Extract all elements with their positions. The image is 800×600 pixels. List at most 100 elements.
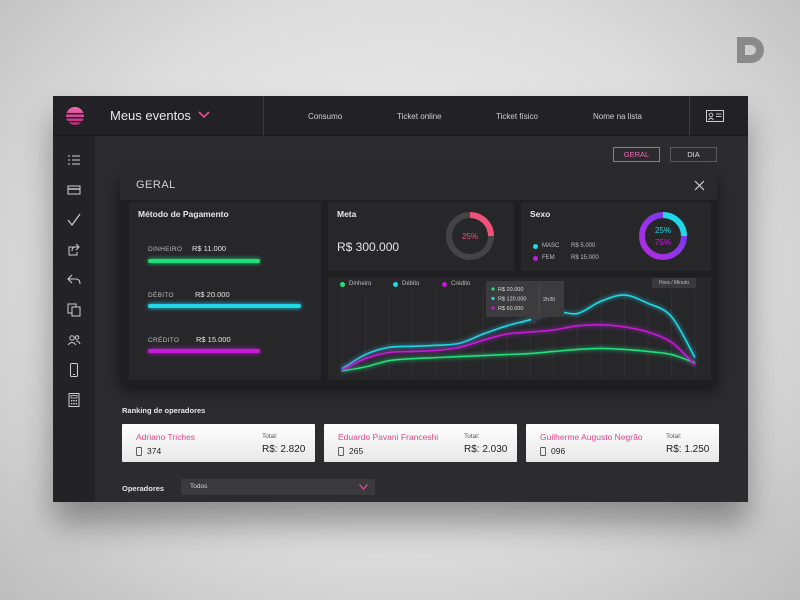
line-chart: R$ 20.000 R$ 120.000 R$ 60.000 2h30: [341, 281, 696, 377]
brand-logo-icon: [737, 37, 764, 63]
operator-total: R$: 1.250: [666, 444, 710, 455]
id-card-icon[interactable]: [706, 110, 724, 122]
series-line-dinheiro: [341, 347, 696, 372]
chevron-down-icon: [359, 484, 368, 490]
payment-value: R$ 20.000: [195, 290, 230, 299]
operator-total: R$: 2.820: [262, 444, 306, 455]
legend-dot-debito: [393, 282, 398, 287]
nav-ticket-online[interactable]: Ticket online: [397, 112, 442, 121]
tab-geral[interactable]: GERAL: [613, 147, 660, 162]
tooltip-value: R$ 20.000: [498, 287, 523, 293]
operators-select-value: Todos: [190, 483, 208, 490]
payment-label: DINHEIRO: [148, 246, 183, 253]
meta-donut: [446, 212, 494, 260]
event-selector[interactable]: Meus eventos: [110, 108, 191, 123]
legend-dot-dinheiro: [340, 282, 345, 287]
legend-dot-credito: [442, 282, 447, 287]
sexo-card: Sexo MASC R$ 5.000 FEM R$ 15.000 25% 75%: [521, 202, 711, 271]
panel-title: GERAL: [136, 179, 176, 191]
series-line-debito: [341, 294, 696, 370]
operator-name: Eduardo Pavani Franceshi: [338, 432, 439, 442]
fem-label: FEM: [542, 255, 555, 261]
meta-percent: 25%: [461, 232, 478, 241]
share-icon[interactable]: [67, 243, 81, 257]
tooltip-dot: [491, 287, 495, 291]
masc-value: R$ 5.000: [571, 243, 596, 249]
panel-header: GERAL: [120, 171, 717, 200]
mobile-icon: [136, 447, 142, 456]
tooltip-value: R$ 120.000: [498, 297, 526, 303]
undo-icon[interactable]: [67, 273, 81, 287]
app-window: Meus eventos Consumo Ticket online Ticke…: [53, 96, 748, 502]
mobile-icon: [338, 447, 344, 456]
fem-dot: [533, 256, 538, 261]
copy-icon[interactable]: [67, 303, 81, 317]
list-icon[interactable]: [67, 153, 81, 167]
divider: [263, 96, 264, 136]
check-icon[interactable]: [67, 213, 81, 227]
operators-filter-label: Operadores: [122, 484, 165, 493]
line-chart-card: Dinheiro Débito Crédito R$ 20.000 R$ 120.…: [328, 277, 711, 380]
total-label: Total:: [262, 433, 278, 440]
total-label: Total:: [464, 433, 480, 440]
masc-label: MASC: [542, 243, 560, 249]
tooltip-dot: [491, 306, 495, 310]
operator-name: Guilherme Augusto Negrão: [540, 432, 643, 442]
legend-dinheiro: Dinheiro: [349, 281, 372, 287]
payment-label: DÉBITO: [148, 292, 174, 299]
payment-value: R$ 15.000: [196, 335, 231, 344]
masc-dot: [533, 244, 538, 249]
payment-label: CRÉDITO: [148, 337, 180, 344]
app-logo-icon[interactable]: [65, 106, 85, 126]
payment-title: Método de Pagamento: [138, 209, 229, 219]
top-bar: Meus eventos Consumo Ticket online Ticke…: [53, 96, 748, 136]
time-scale-toggle[interactable]: Hora / Minuto: [652, 278, 696, 288]
tab-dia[interactable]: DIA: [670, 147, 717, 162]
operator-count: 265: [349, 446, 364, 456]
sexo-title: Sexo: [530, 209, 551, 219]
tooltip-time: 2h30: [543, 297, 555, 303]
chevron-down-icon[interactable]: [198, 110, 210, 120]
tooltip-box: [486, 281, 564, 325]
payment-value: R$ 11.000: [192, 244, 227, 253]
operators-select[interactable]: Todos: [181, 479, 375, 495]
nav-ticket-fisico[interactable]: Ticket físico: [496, 112, 538, 121]
tooltip-dot: [491, 296, 495, 301]
users-icon[interactable]: [67, 333, 81, 347]
operator-card[interactable]: Guilherme Augusto Negrão 096 Total: R$: …: [526, 424, 719, 462]
payment-bar-credito: [148, 349, 260, 353]
calculator-icon[interactable]: [67, 393, 81, 407]
ranking-title: Ranking de operadores: [122, 406, 206, 415]
masc-percent: 25%: [654, 226, 671, 235]
tooltip-value: R$ 60.000: [498, 306, 523, 312]
sidebar: [53, 136, 95, 502]
meta-title: Meta: [337, 209, 357, 219]
legend-credito: Crédito: [451, 281, 471, 287]
nav-nome-na-lista[interactable]: Nome na lista: [593, 112, 642, 121]
geral-panel: GERAL Método de Pagamento DINHEIRO R$ 11…: [120, 171, 717, 385]
fem-value: R$ 15.000: [571, 255, 599, 261]
payment-bar-debito: [148, 304, 301, 308]
meta-card: Meta R$ 300.000 25%: [328, 202, 514, 271]
payment-bar-dinheiro: [148, 259, 260, 263]
operator-card[interactable]: Adriano Triches 374 Total: R$: 2.820: [122, 424, 315, 462]
operator-count: 096: [551, 446, 566, 456]
operator-total: R$: 2.030: [464, 444, 508, 455]
fem-percent: 75%: [654, 238, 671, 247]
sexo-donut: [639, 212, 687, 260]
credit-card-icon[interactable]: [67, 183, 81, 197]
close-icon[interactable]: [694, 180, 705, 191]
legend-debito: Débito: [402, 281, 420, 287]
operator-name: Adriano Triches: [136, 432, 196, 442]
total-label: Total:: [666, 433, 682, 440]
chart-tooltip: R$ 20.000 R$ 120.000 R$ 60.000 2h30: [486, 281, 564, 325]
series-line-credito: [341, 323, 696, 371]
nav-consumo[interactable]: Consumo: [308, 112, 343, 121]
operator-card[interactable]: Eduardo Pavani Franceshi 265 Total: R$: …: [324, 424, 517, 462]
divider: [689, 96, 690, 136]
mobile-icon[interactable]: [67, 363, 81, 377]
operator-count: 374: [147, 446, 162, 456]
payment-card: Método de Pagamento DINHEIRO R$ 11.000 D…: [129, 202, 321, 380]
mobile-icon: [540, 447, 546, 456]
meta-value: R$ 300.000: [337, 240, 400, 254]
